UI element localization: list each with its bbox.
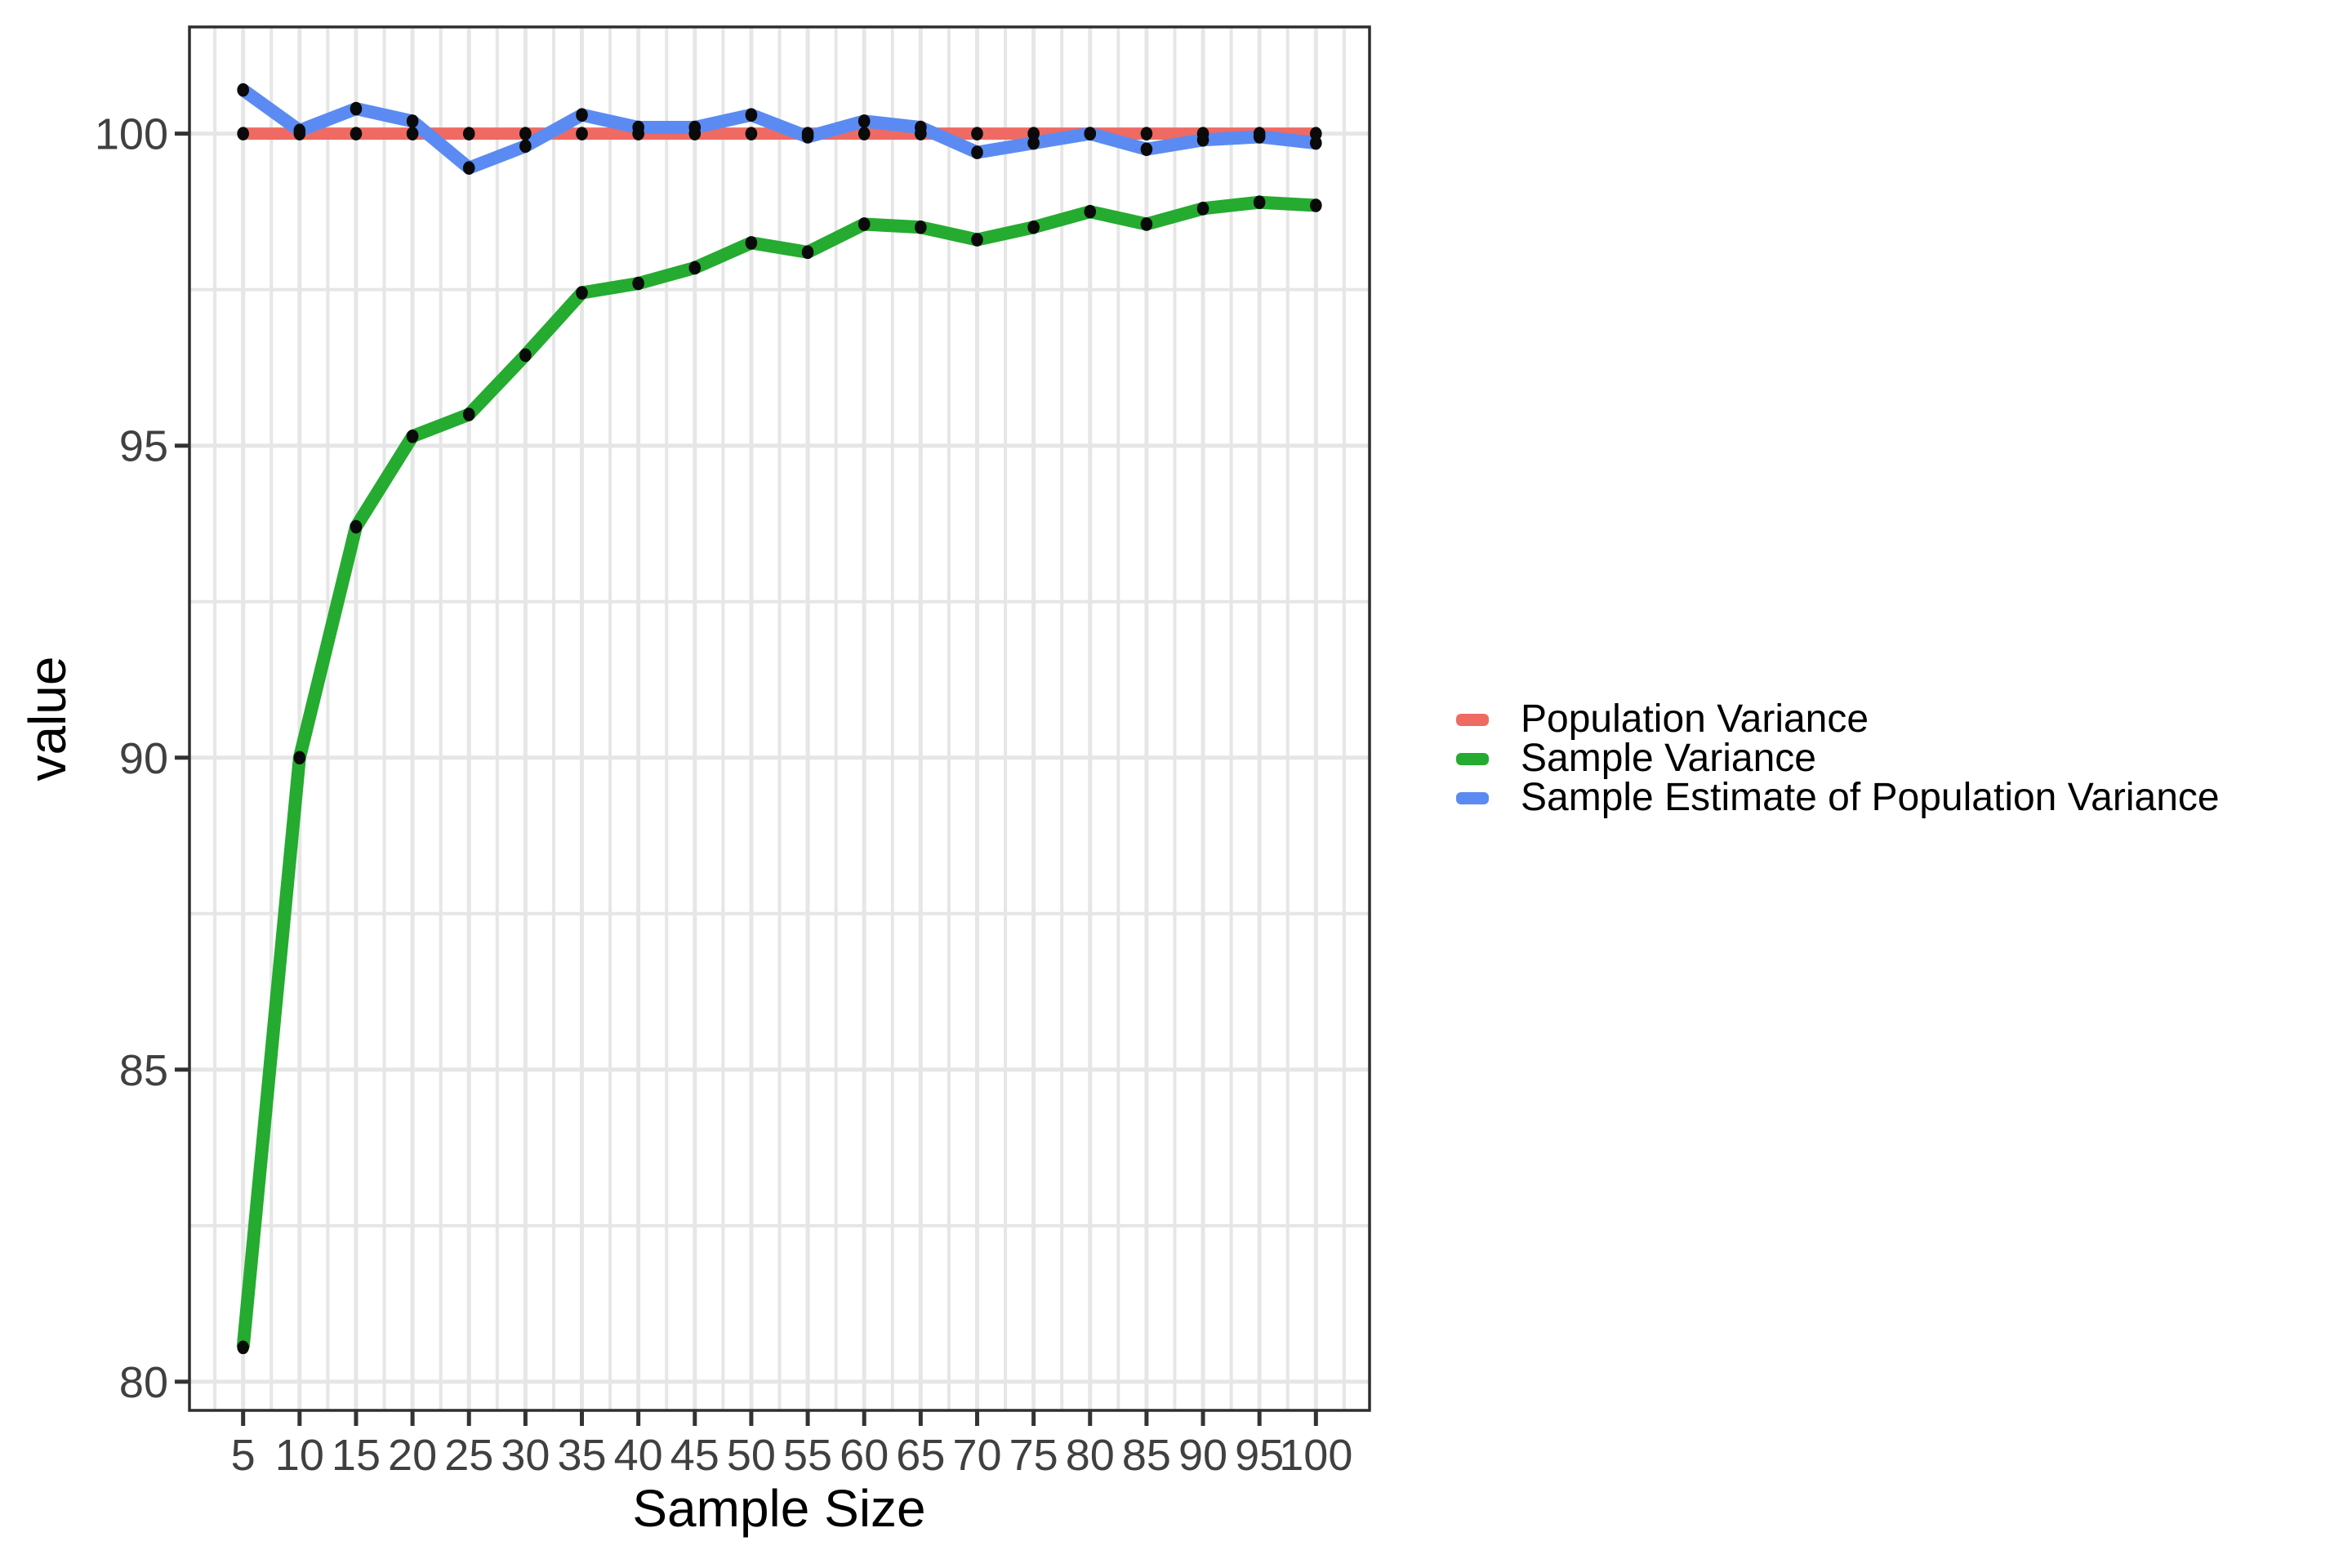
- data-point: [632, 276, 644, 291]
- data-point: [406, 429, 419, 443]
- x-axis-tick-label: 5: [231, 1431, 256, 1480]
- data-point: [1027, 220, 1040, 234]
- legend-key-swatch-green: [1456, 752, 1489, 765]
- data-point: [745, 236, 758, 250]
- data-point: [350, 101, 363, 116]
- data-point: [801, 130, 814, 144]
- x-axis-tick-label: 15: [332, 1431, 381, 1480]
- data-point: [915, 220, 927, 234]
- x-axis-tick-label: 55: [783, 1431, 832, 1480]
- x-axis-tick-label: 75: [1009, 1431, 1058, 1480]
- data-point: [462, 127, 475, 140]
- data-point: [293, 751, 306, 765]
- data-point: [576, 286, 588, 300]
- data-point: [688, 120, 702, 135]
- legend-label: Sample Variance: [1521, 737, 1816, 780]
- legend-item-sample-variance: Sample Variance: [1456, 739, 2220, 778]
- legend-key-swatch-blue: [1456, 791, 1489, 804]
- data-point: [1196, 202, 1209, 216]
- data-point: [745, 127, 758, 140]
- data-point: [915, 120, 927, 135]
- legend-label: Sample Estimate of Population Variance: [1521, 776, 2220, 819]
- legend-key-swatch-red: [1456, 713, 1489, 726]
- data-point: [1253, 195, 1266, 210]
- data-point: [237, 127, 249, 140]
- data-point: [462, 161, 475, 175]
- data-point: [350, 519, 363, 534]
- data-point: [632, 120, 644, 135]
- data-point: [1084, 127, 1097, 140]
- data-point: [519, 127, 532, 140]
- data-point: [688, 261, 702, 275]
- x-axis-tick-label: 60: [840, 1431, 889, 1480]
- y-axis-title: value: [18, 656, 77, 782]
- x-axis-tick-label: 85: [1122, 1431, 1171, 1480]
- data-point: [971, 145, 983, 159]
- data-point: [1140, 127, 1153, 140]
- x-axis-tick-label: 100: [1279, 1431, 1352, 1480]
- x-axis-tick-label: 90: [1178, 1431, 1227, 1480]
- data-point: [350, 127, 363, 140]
- x-axis-tick-label: 45: [670, 1431, 719, 1480]
- x-axis-tick-label: 30: [501, 1431, 550, 1480]
- data-point: [237, 82, 249, 97]
- data-point: [1140, 217, 1153, 231]
- x-axis-tick-label: 25: [444, 1431, 493, 1480]
- data-point: [1310, 136, 1322, 150]
- data-point: [1140, 142, 1153, 157]
- data-point: [462, 408, 475, 421]
- y-axis-tick-label: 100: [95, 110, 168, 159]
- data-point: [1310, 127, 1322, 140]
- x-axis-tick-label: 50: [727, 1431, 776, 1480]
- legend-item-population-variance: Population Variance: [1456, 700, 2220, 739]
- data-point: [519, 348, 532, 363]
- x-axis-tick-label: 80: [1066, 1431, 1115, 1480]
- data-point: [406, 114, 419, 128]
- legend: Population Variance Sample Variance Samp…: [1456, 700, 2220, 817]
- data-point: [801, 245, 814, 260]
- x-axis-tick-label: 40: [614, 1431, 663, 1480]
- y-axis-tick-label: 95: [119, 422, 168, 471]
- data-point: [1253, 130, 1266, 144]
- x-axis-tick-label: 70: [952, 1431, 1001, 1480]
- y-axis-tick-label: 85: [119, 1046, 168, 1095]
- x-axis-tick-label: 65: [896, 1431, 945, 1480]
- legend-item-sample-estimate: Sample Estimate of Population Variance: [1456, 778, 2220, 817]
- data-point: [519, 139, 532, 154]
- data-point: [1196, 133, 1209, 147]
- legend-label: Population Variance: [1521, 697, 1869, 741]
- data-point: [293, 123, 306, 138]
- panel-border: [188, 25, 1371, 1412]
- data-point: [971, 233, 983, 247]
- data-point: [576, 108, 588, 122]
- x-axis-title: Sample Size: [632, 1479, 926, 1538]
- series-line-sample-variance: [236, 195, 1316, 1348]
- data-point: [237, 1340, 249, 1355]
- x-axis-tick-label: 35: [557, 1431, 606, 1480]
- data-point: [1084, 204, 1097, 219]
- x-axis-tick-label: 20: [388, 1431, 437, 1480]
- data-point: [858, 217, 871, 231]
- x-axis-tick-label: 95: [1235, 1431, 1284, 1480]
- y-axis-tick-label: 90: [119, 734, 168, 783]
- y-axis-tick-label: 80: [119, 1358, 168, 1407]
- data-point: [971, 127, 983, 140]
- data-point: [858, 114, 871, 128]
- x-axis-tick-label: 10: [275, 1431, 324, 1480]
- data-point: [1027, 127, 1040, 140]
- data-point: [745, 108, 758, 122]
- data-point: [576, 127, 588, 140]
- series-line-sample-estimate-of-population-variance: [239, 84, 1317, 175]
- data-point: [858, 127, 871, 140]
- data-point: [1027, 136, 1040, 150]
- data-point: [406, 127, 419, 140]
- data-point: [1310, 198, 1322, 212]
